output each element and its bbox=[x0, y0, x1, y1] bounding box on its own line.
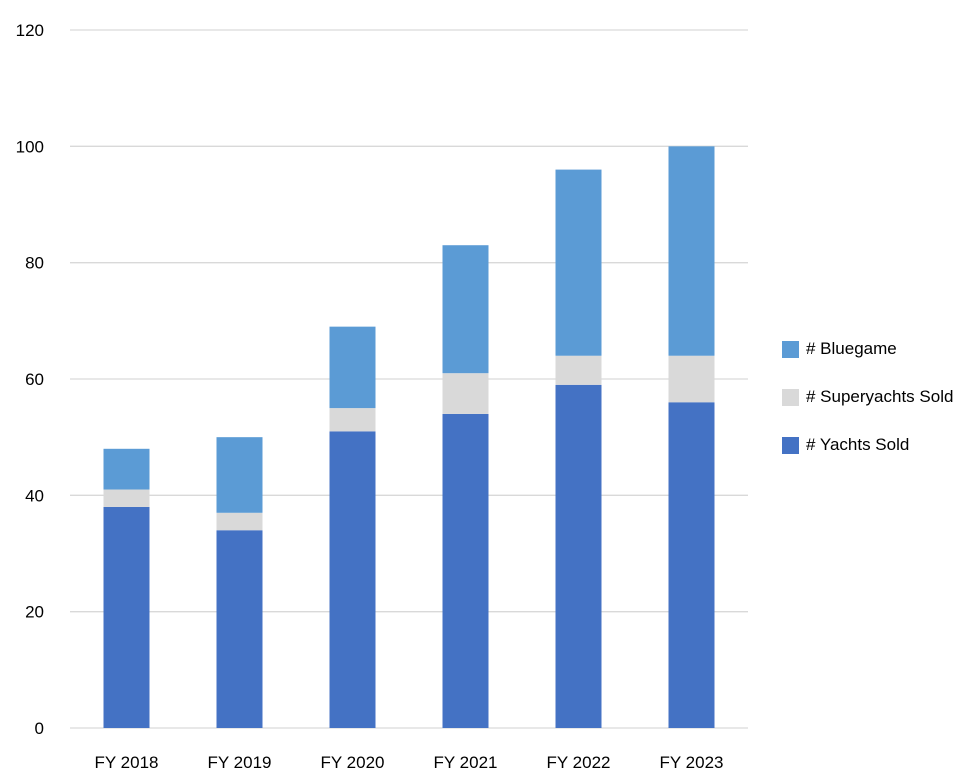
bar-segment-yachts-sold-fy-2020 bbox=[329, 431, 376, 728]
bar-segment-bluegame-fy-2020 bbox=[329, 326, 376, 409]
y-tick-label: 40 bbox=[25, 486, 44, 505]
bar-segment-bluegame-fy-2019 bbox=[216, 437, 263, 513]
bar-segment-superyachts-sold-fy-2020 bbox=[329, 408, 376, 432]
bar-segment-bluegame-fy-2021 bbox=[442, 245, 489, 374]
x-tick-label: FY 2023 bbox=[660, 753, 724, 772]
y-axis-tick-labels: 0 20 40 60 80 100 120 bbox=[16, 21, 44, 738]
bar-segment-superyachts-sold-fy-2019 bbox=[216, 512, 263, 531]
legend-swatch bbox=[782, 341, 799, 358]
bar-segment-superyachts-sold-fy-2018 bbox=[103, 489, 150, 507]
y-tick-label: 60 bbox=[25, 370, 44, 389]
bar-segment-bluegame-fy-2022 bbox=[555, 169, 602, 356]
y-tick-label: 20 bbox=[25, 603, 44, 622]
bar-segment-bluegame-fy-2018 bbox=[103, 448, 150, 490]
gridlines bbox=[70, 29, 748, 729]
x-tick-label: FY 2019 bbox=[208, 753, 272, 772]
bar-segment-yachts-sold-fy-2022 bbox=[555, 384, 602, 728]
x-tick-label: FY 2021 bbox=[434, 753, 498, 772]
bar-segment-superyachts-sold-fy-2022 bbox=[555, 355, 602, 385]
x-tick-label: FY 2022 bbox=[547, 753, 611, 772]
y-tick-label: 120 bbox=[16, 21, 44, 40]
x-axis-tick-labels: FY 2018 FY 2019 FY 2020 FY 2021 FY 2022 FY 20… bbox=[95, 753, 724, 772]
x-tick-label: FY 2020 bbox=[321, 753, 385, 772]
bar-segment-bluegame-fy-2023 bbox=[668, 146, 715, 356]
legend-label: # Bluegame bbox=[806, 339, 897, 358]
bar-segment-superyachts-sold-fy-2021 bbox=[442, 373, 489, 414]
legend-label: # Superyachts Sold bbox=[806, 387, 953, 406]
x-tick-label: FY 2018 bbox=[95, 753, 159, 772]
bar-segment-yachts-sold-fy-2023 bbox=[668, 402, 715, 728]
y-tick-label: 0 bbox=[35, 719, 44, 738]
bar-segment-superyachts-sold-fy-2023 bbox=[668, 355, 715, 403]
legend-swatch bbox=[782, 437, 799, 454]
y-tick-label: 100 bbox=[16, 137, 44, 156]
y-tick-label: 80 bbox=[25, 254, 44, 273]
bar-segment-yachts-sold-fy-2021 bbox=[442, 413, 489, 728]
legend-swatch bbox=[782, 389, 799, 406]
legend: # Bluegame # Superyachts Sold # Yachts Sol… bbox=[782, 339, 953, 454]
bar-segment-yachts-sold-fy-2019 bbox=[216, 530, 263, 728]
bars bbox=[103, 146, 715, 728]
bar-segment-yachts-sold-fy-2018 bbox=[103, 506, 150, 728]
legend-label: # Yachts Sold bbox=[806, 435, 909, 454]
